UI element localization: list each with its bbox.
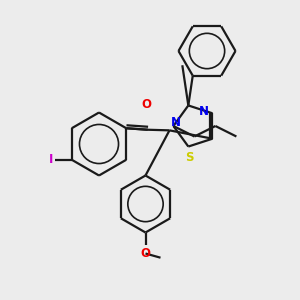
Text: O: O: [141, 98, 152, 111]
Text: S: S: [186, 151, 194, 164]
Text: N: N: [170, 116, 180, 129]
Text: N: N: [199, 105, 209, 118]
Text: O: O: [140, 247, 151, 260]
Text: I: I: [48, 153, 53, 166]
